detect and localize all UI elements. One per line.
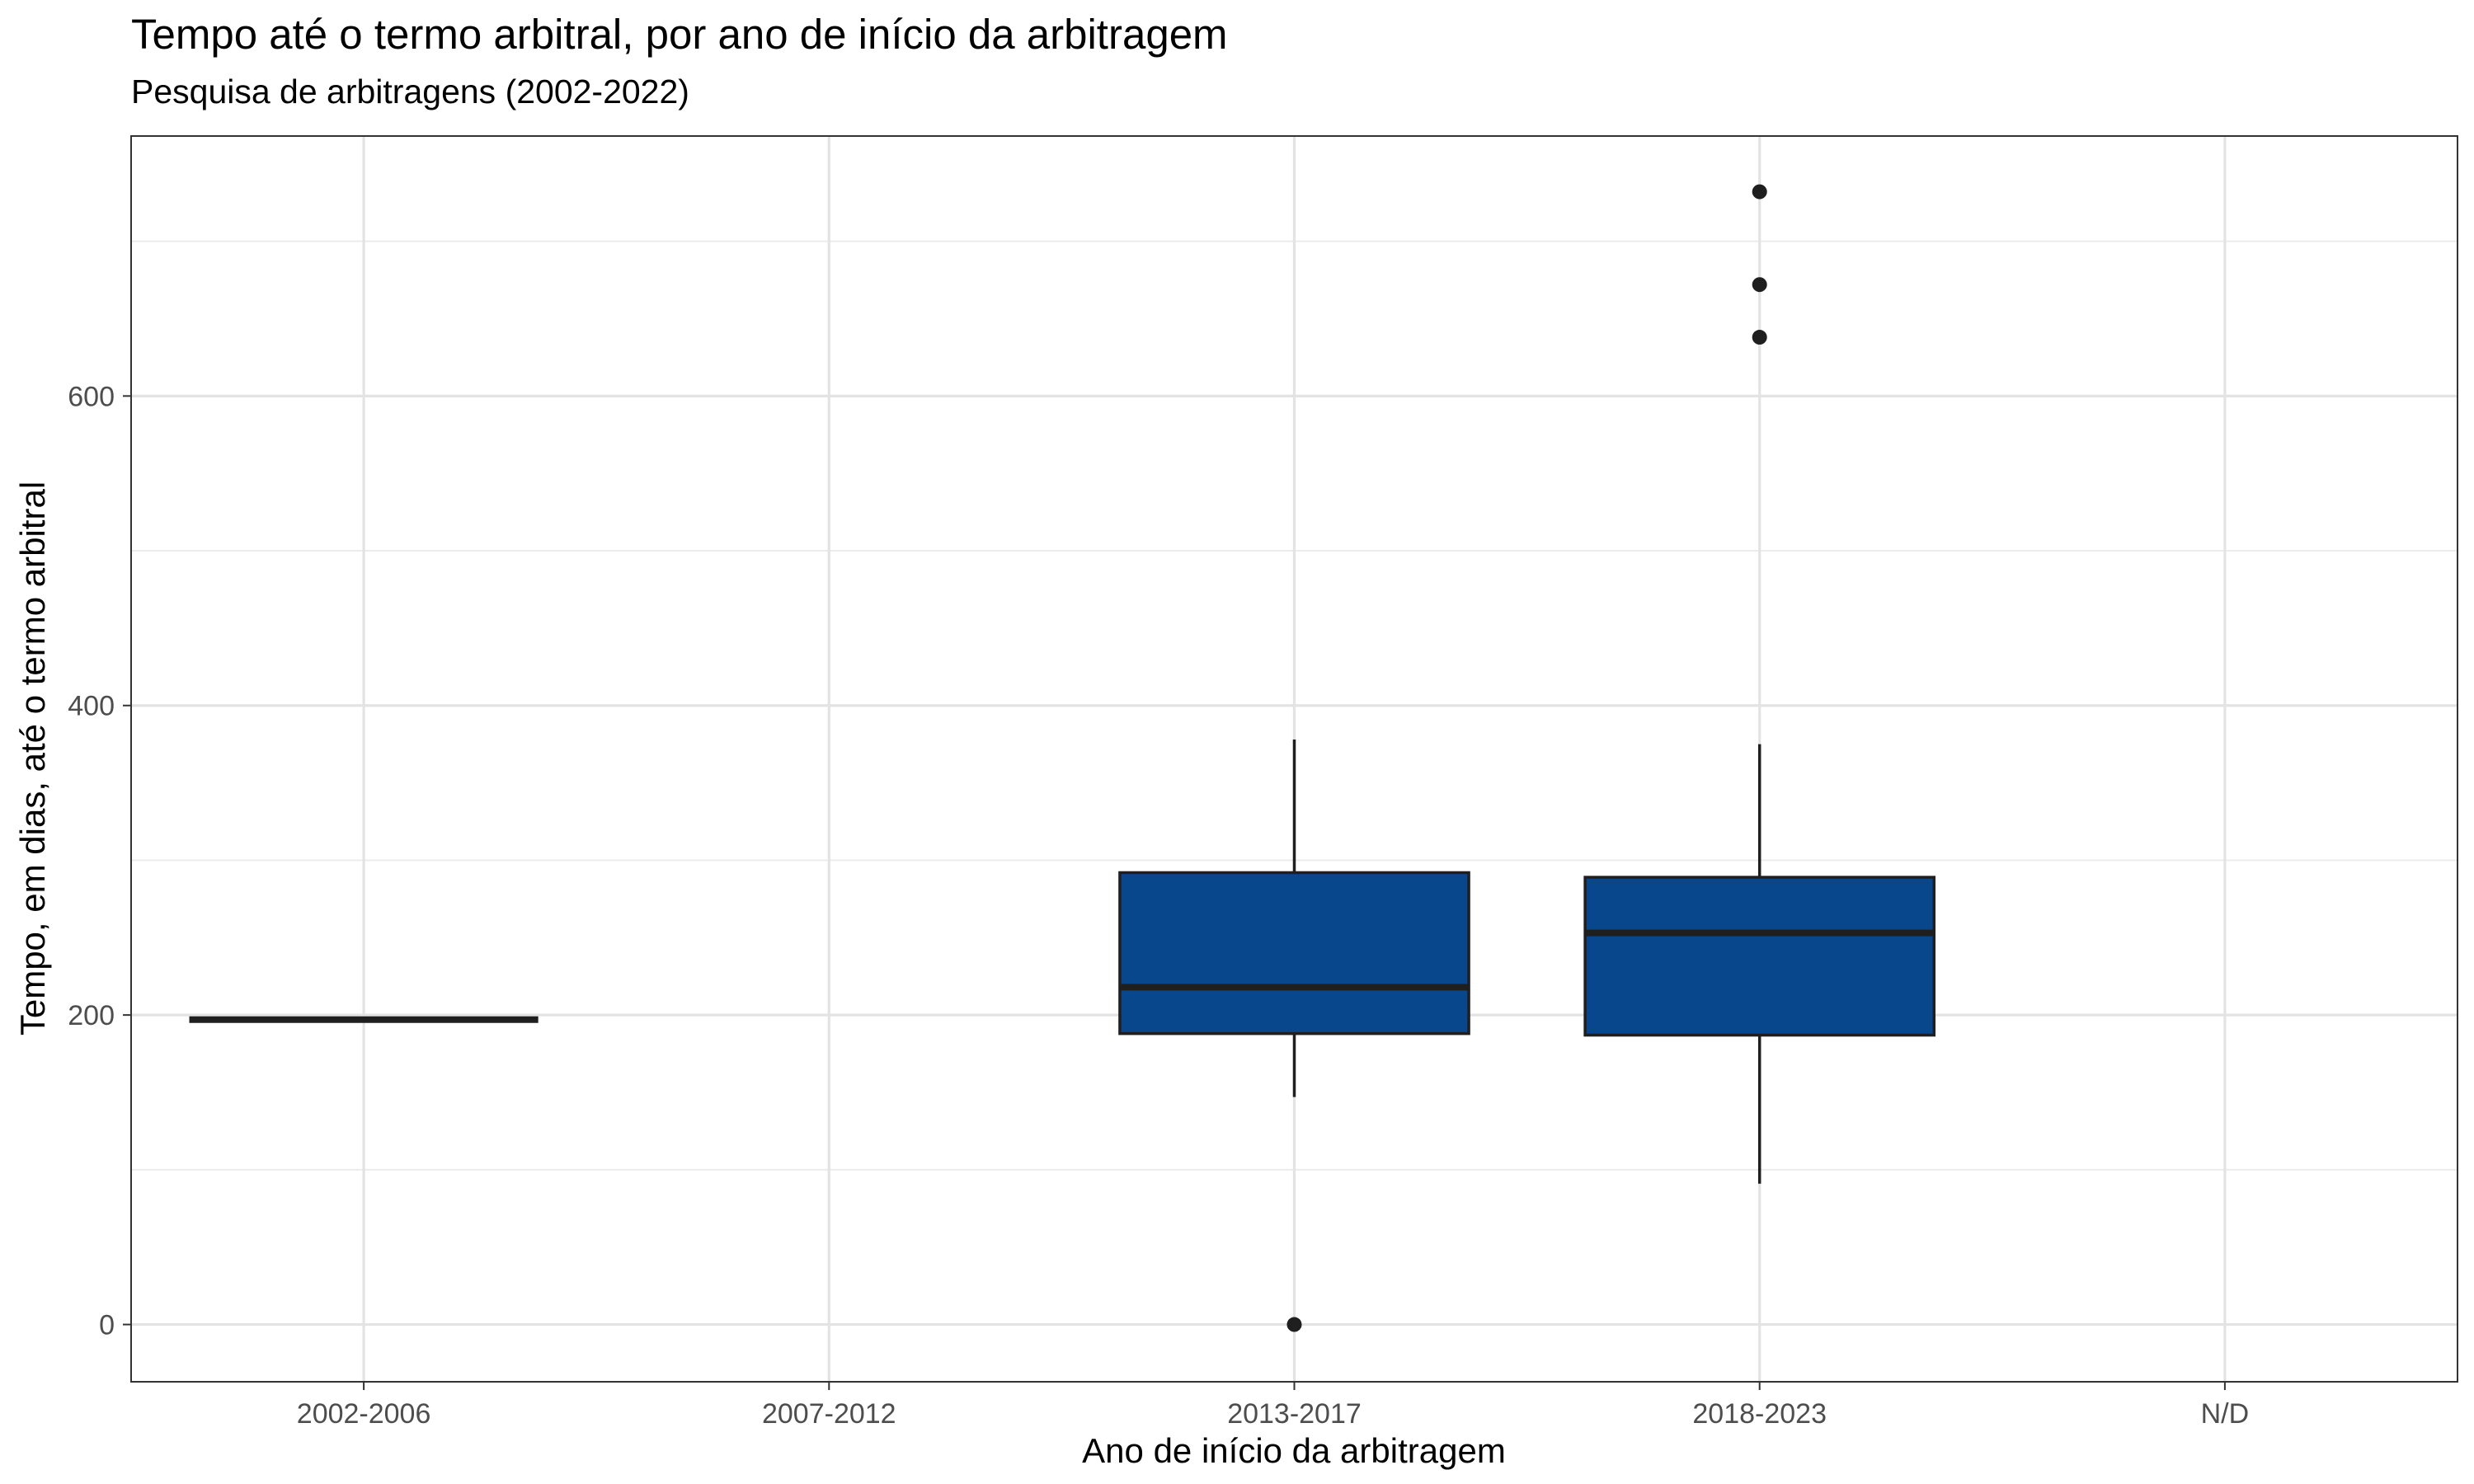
outlier-point (1286, 1317, 1302, 1332)
x-axis-title: Ano de início da arbitragem (1082, 1431, 1506, 1470)
y-tick-label: 400 (68, 691, 115, 722)
x-tick-label: 2002-2006 (297, 1398, 431, 1430)
boxes (189, 184, 1936, 1332)
box-iqr (1118, 871, 1470, 1036)
y-tick-label: 0 (99, 1310, 115, 1341)
x-tick-label: 2013-2017 (1227, 1398, 1362, 1430)
chart-subtitle: Pesquisa de arbitragens (2002-2022) (131, 73, 689, 110)
box-2018-2023 (1583, 184, 1936, 1184)
axes: 0 200 400 600 2002-2006 2007-2012 2013-2017 201… (68, 381, 2249, 1430)
chart-title: Tempo até o termo arbitral, por ano de i… (131, 11, 1228, 58)
outlier-point (1752, 330, 1767, 345)
y-tick-label: 600 (68, 381, 115, 412)
outlier-point (1752, 184, 1767, 200)
x-tick-label: N/D (2201, 1398, 2250, 1430)
outlier-point (1752, 277, 1767, 293)
box-iqr (1583, 876, 1936, 1037)
x-tick-label: 2018-2023 (1692, 1398, 1827, 1430)
x-tick-label: 2007-2012 (762, 1398, 896, 1430)
box-2013-2017 (1118, 740, 1470, 1332)
y-tick-label: 200 (68, 1000, 115, 1031)
y-axis-title: Tempo, em dias, até o termo arbitral (13, 481, 52, 1036)
